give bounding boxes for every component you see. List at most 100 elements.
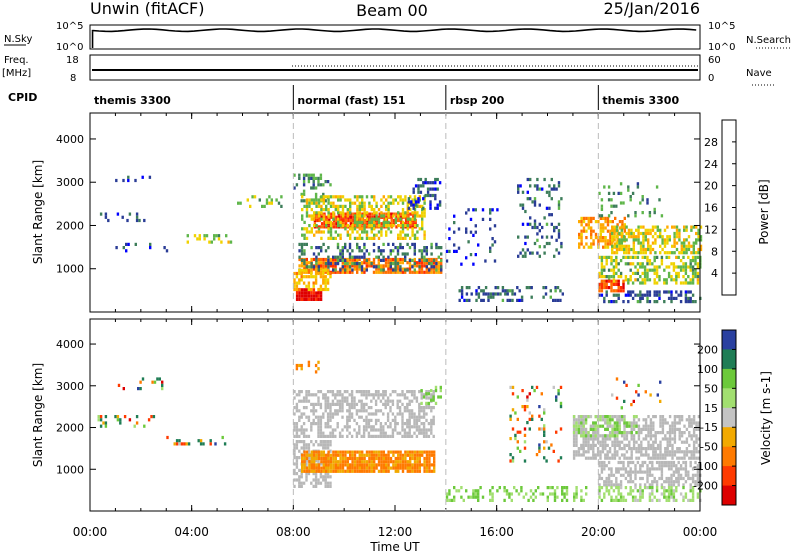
data-cell — [549, 295, 552, 299]
data-cell — [628, 456, 631, 460]
data-cell — [546, 495, 549, 499]
data-cell — [391, 431, 395, 435]
data-cell — [332, 264, 335, 268]
data-cell — [610, 211, 613, 215]
data-cell — [361, 217, 364, 221]
data-cell — [694, 460, 697, 465]
data-cell — [324, 399, 327, 403]
data-cell — [344, 460, 347, 464]
data-cell — [400, 215, 403, 219]
data-cell — [420, 267, 424, 271]
data-cell — [557, 222, 561, 226]
data-cell — [346, 409, 349, 413]
data-cell — [334, 262, 337, 266]
data-cell — [584, 431, 588, 435]
data-cell — [398, 431, 402, 435]
data-cell — [607, 489, 611, 493]
time-tick-label: 08:00 — [276, 525, 311, 539]
data-cell — [327, 208, 330, 212]
data-cell — [305, 390, 308, 394]
data-cell — [410, 409, 414, 413]
data-cell — [360, 406, 363, 410]
data-cell — [380, 204, 383, 208]
data-cell — [314, 409, 318, 413]
data-cell — [406, 227, 409, 231]
data-cell — [670, 464, 673, 468]
data-cell — [666, 453, 669, 457]
data-cell — [326, 268, 330, 272]
data-cell — [584, 418, 588, 422]
data-cell — [585, 229, 588, 233]
data-cell — [644, 450, 648, 454]
data-cell — [249, 204, 252, 208]
data-cell — [213, 237, 216, 241]
data-cell — [326, 443, 330, 447]
data-cell — [573, 492, 576, 496]
data-cell — [680, 450, 684, 454]
data-cell — [379, 399, 383, 403]
data-cell — [634, 486, 637, 490]
data-cell — [582, 427, 585, 431]
data-cell — [408, 425, 411, 429]
data-cell — [303, 204, 306, 208]
data-cell — [341, 211, 345, 215]
data-cell — [604, 421, 607, 425]
data-cell — [317, 415, 320, 419]
data-cell — [361, 225, 365, 229]
data-cell — [528, 411, 531, 415]
y-tick-label: 3000 — [56, 380, 84, 393]
data-cell — [303, 262, 306, 266]
data-cell — [394, 390, 397, 394]
data-cell — [362, 409, 366, 413]
data-cell — [320, 453, 323, 457]
data-cell — [612, 265, 616, 269]
data-cell — [387, 214, 390, 218]
data-cell — [482, 289, 485, 293]
data-cell — [406, 224, 409, 228]
data-cell — [521, 190, 525, 194]
data-cell — [348, 406, 351, 410]
data-cell — [625, 450, 629, 454]
data-cell — [659, 424, 662, 428]
data-cell — [413, 466, 417, 470]
data-cell — [691, 278, 695, 282]
data-cell — [417, 197, 420, 201]
data-cell — [221, 435, 224, 440]
data-cell — [300, 294, 304, 298]
data-cell — [538, 405, 541, 409]
data-cell — [432, 265, 436, 269]
data-cell — [647, 238, 650, 242]
data-cell — [315, 469, 318, 473]
data-cell — [637, 456, 641, 460]
data-cell — [630, 437, 633, 441]
data-cell — [410, 203, 413, 207]
data-cell — [339, 252, 342, 256]
data-cell — [572, 453, 576, 457]
data-cell — [298, 287, 301, 292]
data-cell — [619, 259, 623, 263]
data-cell — [632, 418, 636, 422]
data-cell — [615, 225, 619, 229]
sky-panel: N.Sky 10^5 10^0 10^5 10^0 N.Search — [4, 21, 791, 53]
data-cell — [370, 425, 373, 429]
data-cell — [589, 443, 593, 447]
data-cell — [399, 460, 402, 464]
data-cell — [319, 291, 323, 295]
data-cell — [672, 483, 676, 487]
data-cell — [372, 412, 375, 416]
data-cell — [584, 440, 588, 444]
data-cell — [332, 456, 335, 461]
data-cell — [646, 473, 649, 477]
data-cell — [557, 200, 561, 204]
data-cell — [619, 286, 623, 290]
data-cell — [684, 473, 688, 477]
data-cell — [511, 392, 515, 396]
data-cell — [148, 175, 152, 179]
data-cell — [647, 231, 650, 236]
data-cell — [351, 270, 354, 274]
data-cell — [97, 415, 100, 419]
data-cell — [349, 211, 352, 215]
data-cell — [587, 431, 590, 435]
data-cell — [548, 184, 551, 188]
data-cell — [575, 437, 578, 441]
